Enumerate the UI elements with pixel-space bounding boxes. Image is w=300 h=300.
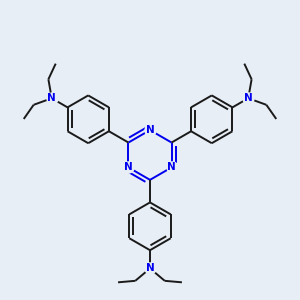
Text: N: N (146, 125, 154, 135)
Text: N: N (167, 162, 176, 172)
Text: N: N (124, 162, 133, 172)
Text: N: N (47, 93, 56, 103)
Text: N: N (244, 93, 253, 103)
Text: N: N (146, 263, 154, 273)
